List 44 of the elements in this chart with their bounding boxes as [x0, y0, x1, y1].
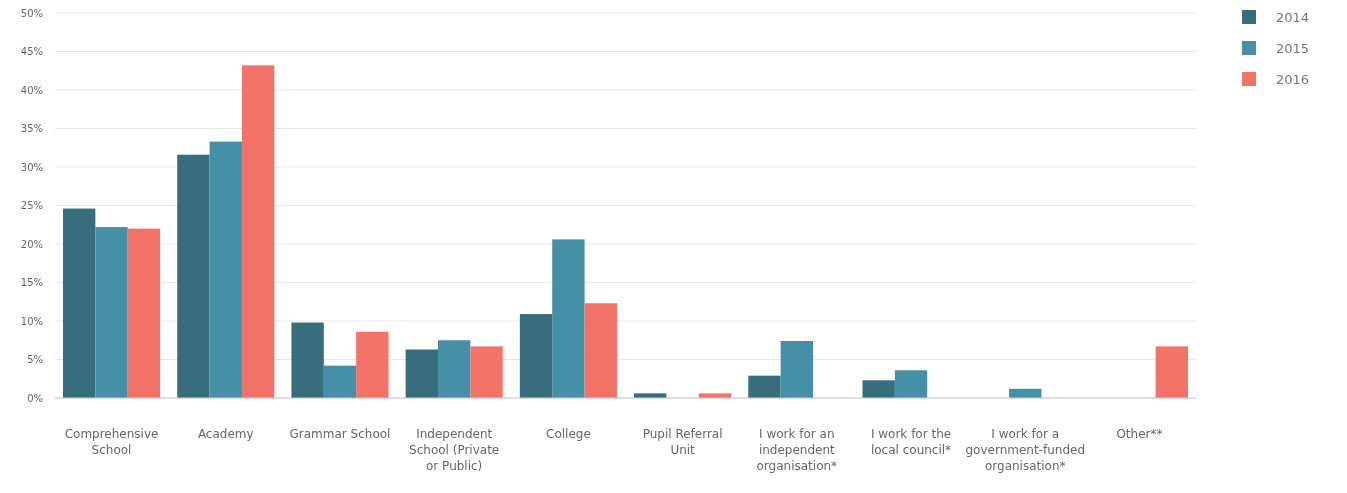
y-tick-label: 0%: [27, 392, 43, 404]
x-tick-label: I work for the local council*: [870, 427, 952, 457]
bar: [470, 346, 503, 398]
legend-label: 2016: [1276, 71, 1310, 87]
x-tick-label: Other**: [1116, 427, 1163, 441]
x-tick-label: I work for an independent organisation*: [756, 427, 838, 473]
bar: [356, 331, 389, 398]
bar: [241, 65, 275, 398]
bar: [63, 208, 96, 398]
x-tick-label: College: [546, 427, 591, 441]
y-tick-label: 40%: [20, 84, 43, 96]
y-tick-label: 25%: [20, 200, 43, 211]
bar: [95, 227, 128, 398]
bar: [780, 341, 813, 398]
bar: [209, 141, 242, 398]
x-tick-label: Independent School (Private or Public): [409, 427, 500, 473]
bar: [1155, 346, 1188, 398]
y-tick-label: 5%: [27, 354, 43, 365]
x-tick-label: I work for a government-funded organisation*: [965, 427, 1086, 473]
bar: [584, 303, 617, 398]
bar: [894, 370, 928, 398]
x-tick-label: Comprehensive School: [64, 427, 159, 457]
bar: [177, 154, 210, 398]
bar: [291, 322, 324, 398]
bar: [552, 239, 585, 398]
bar: [519, 314, 553, 398]
x-tick-label: Pupil Referral Unit: [642, 427, 723, 457]
y-tick-label: 45%: [20, 46, 43, 57]
y-tick-label: 35%: [20, 123, 43, 134]
legend-label: 2015: [1276, 40, 1310, 56]
y-tick-label: 50%: [20, 7, 43, 19]
bar: [405, 349, 438, 398]
bar: [323, 365, 357, 398]
legend-label: 2014: [1276, 9, 1310, 25]
bar: [748, 375, 781, 398]
y-tick-label: 20%: [20, 238, 43, 250]
y-tick-label: 10%: [20, 315, 43, 327]
y-tick-label: 30%: [20, 161, 43, 173]
x-tick-label: Grammar School: [289, 427, 391, 441]
y-tick-label: 15%: [20, 277, 43, 288]
x-tick-label: Academy: [197, 427, 254, 441]
bar: [862, 380, 895, 398]
bar: [127, 228, 161, 398]
bar: [438, 340, 471, 398]
